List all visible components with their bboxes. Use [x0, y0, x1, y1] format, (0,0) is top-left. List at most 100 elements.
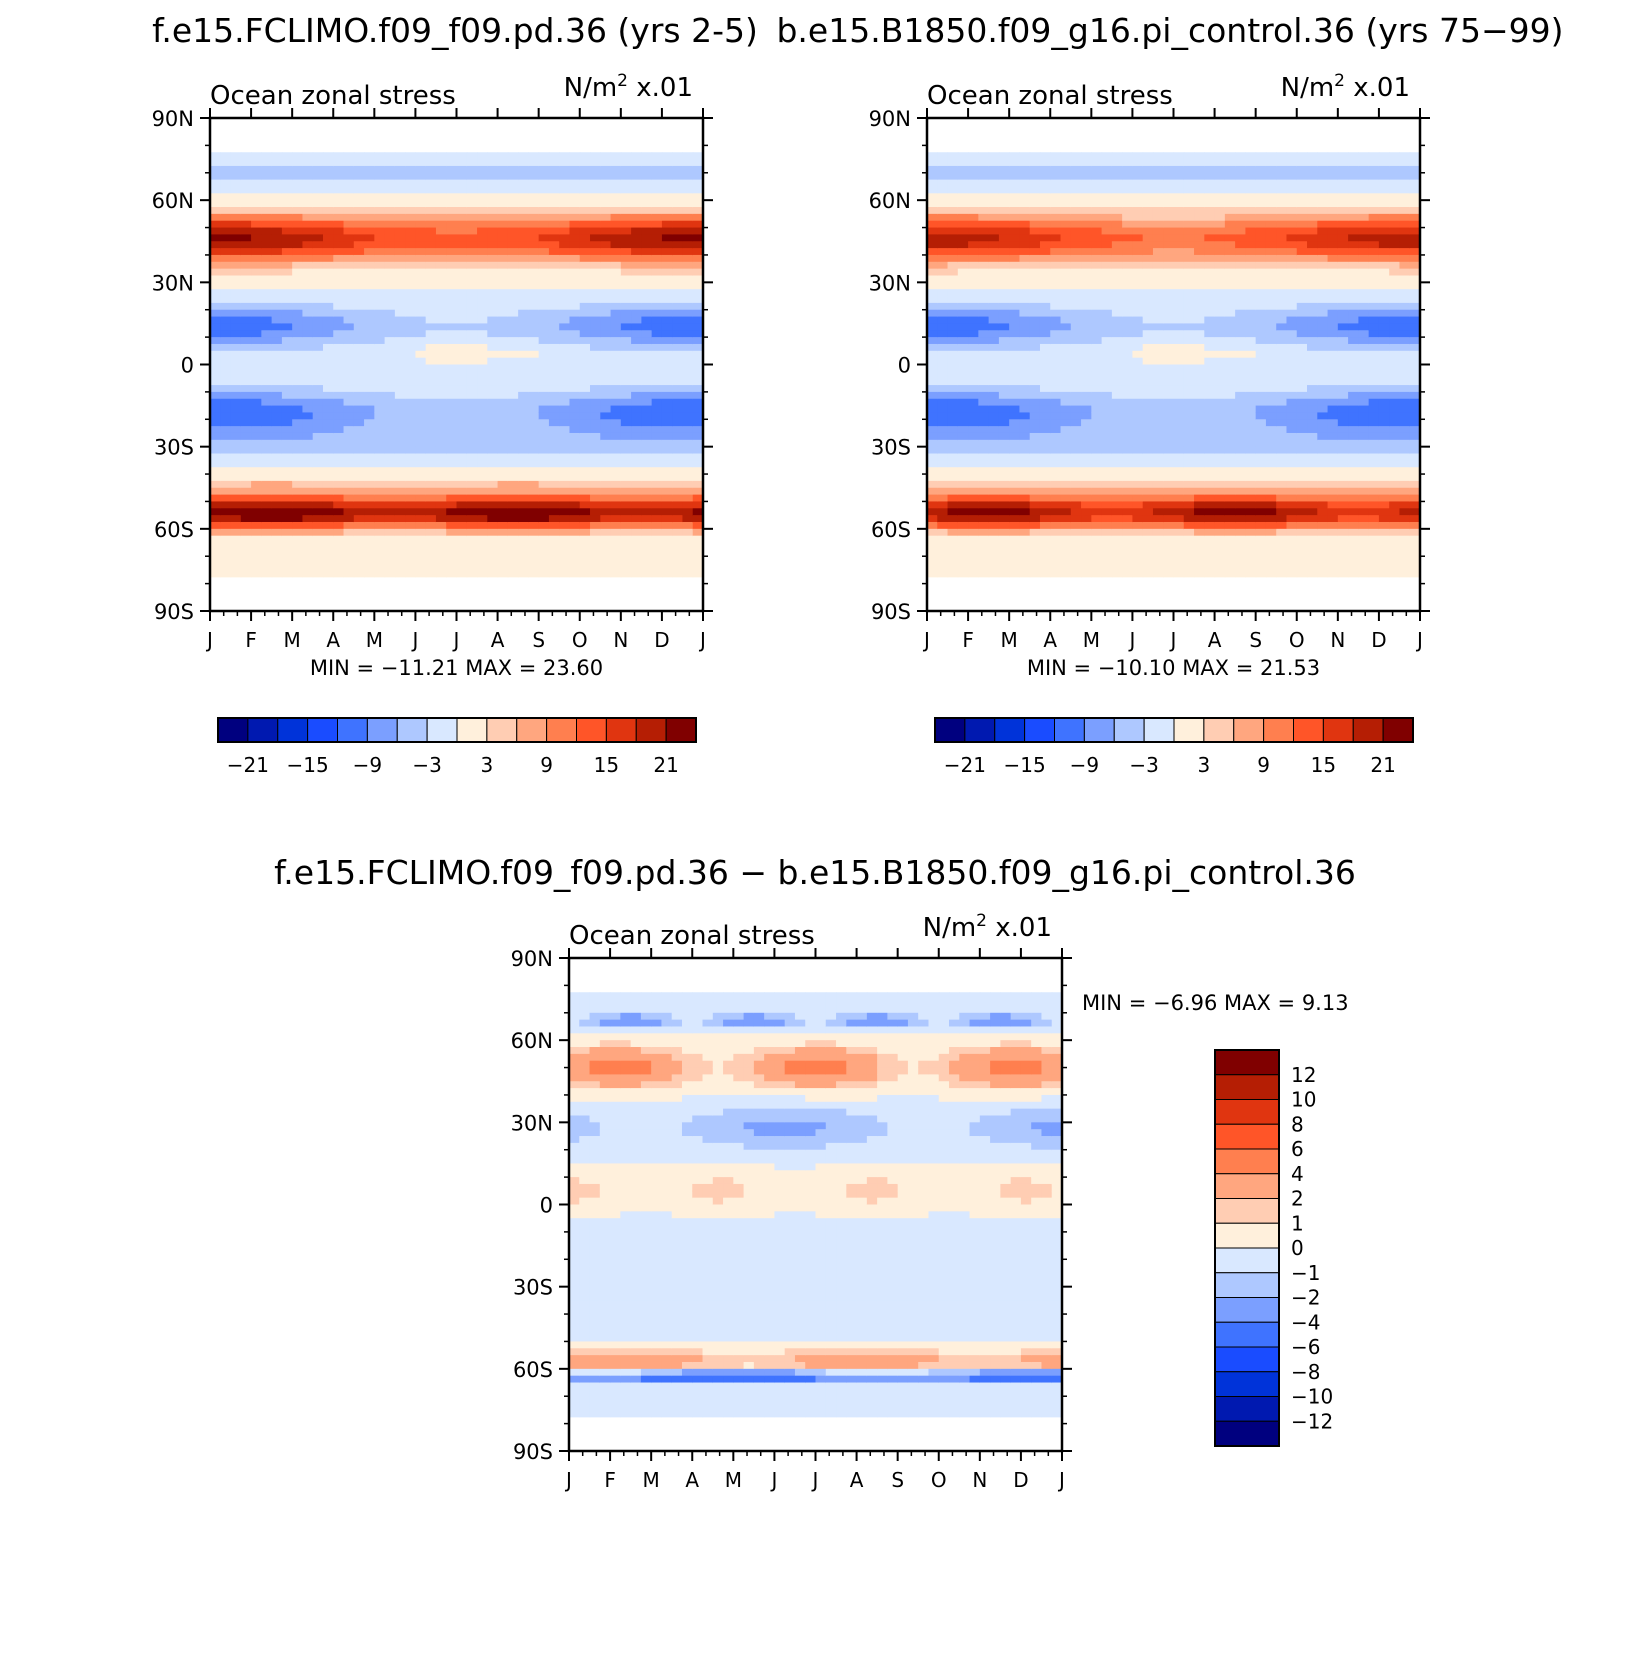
heatmap-cell — [1101, 474, 1113, 482]
heatmap-cell — [456, 302, 468, 311]
heatmap-cell — [620, 371, 632, 379]
heatmap-cell — [998, 563, 1010, 571]
heatmap-cell — [1029, 480, 1041, 489]
heatmap-cell — [435, 501, 447, 509]
heatmap-cell — [1163, 207, 1175, 215]
heatmap-cell — [538, 453, 550, 461]
heatmap-cell — [1039, 165, 1051, 174]
heatmap-cell — [292, 398, 304, 407]
heatmap-cell — [384, 350, 396, 359]
heatmap-cell — [1050, 172, 1062, 181]
heatmap-cell — [487, 282, 499, 290]
heatmap-cell — [548, 569, 560, 578]
heatmap-cell — [446, 186, 458, 194]
heatmap-cell — [590, 480, 601, 489]
heatmap-cell — [1224, 508, 1236, 516]
heatmap-cell — [1194, 316, 1205, 325]
heatmap-cell — [672, 152, 684, 160]
heatmap-cell — [230, 323, 242, 331]
heatmap-cell — [528, 179, 540, 188]
heatmap-cell — [579, 268, 591, 277]
heatmap-cell — [1111, 261, 1123, 270]
heatmap-cell — [590, 275, 601, 283]
heatmap-cell — [456, 179, 468, 188]
heatmap-cell — [1194, 542, 1205, 550]
heatmap-cell — [292, 364, 304, 372]
heatmap-cell — [251, 193, 262, 201]
heatmap-cell — [507, 501, 519, 509]
heatmap-cell — [322, 207, 334, 215]
heatmap-cell — [374, 282, 386, 290]
heatmap-cell — [1214, 330, 1226, 338]
heatmap-cell — [292, 563, 304, 571]
heatmap-cell — [353, 487, 365, 496]
heatmap-cell — [487, 398, 499, 407]
heatmap-cell — [968, 357, 979, 366]
heatmap-cell — [1122, 165, 1134, 174]
heatmap-cell — [1039, 521, 1051, 530]
heatmap-cell — [569, 405, 581, 414]
heatmap-cell — [1214, 289, 1226, 297]
heatmap-cell — [322, 227, 334, 236]
heatmap-cell — [661, 501, 673, 509]
heatmap-cell — [1142, 385, 1154, 393]
heatmap-cell — [477, 330, 488, 338]
heatmap-cell — [998, 227, 1010, 236]
heatmap-cell — [302, 261, 314, 270]
heatmap-cell — [415, 186, 427, 194]
heatmap-cell — [251, 165, 262, 174]
heatmap-cell — [1091, 474, 1103, 482]
heatmap-cell — [261, 268, 273, 277]
heatmap-cell — [1224, 515, 1236, 523]
heatmap-cell — [1111, 296, 1123, 304]
heatmap-cell — [1152, 261, 1164, 270]
heatmap-cell — [364, 467, 375, 475]
heatmap-cell — [456, 220, 468, 229]
heatmap-cell — [631, 563, 642, 571]
heatmap-cell — [1029, 556, 1041, 564]
heatmap-cell — [937, 234, 949, 242]
heatmap-cell — [1070, 330, 1082, 338]
heatmap-cell — [1009, 501, 1021, 509]
heatmap-cell — [435, 385, 447, 393]
heatmap-cell — [487, 261, 499, 270]
heatmap-cell — [998, 254, 1010, 263]
heatmap-cell — [957, 282, 969, 290]
heatmap-cell — [466, 378, 478, 386]
heatmap-cell — [682, 432, 694, 441]
heatmap-cell — [374, 241, 386, 249]
heatmap-cell — [384, 501, 396, 509]
heatmap-cell — [240, 371, 252, 379]
heatmap-cell — [1019, 302, 1031, 311]
heatmap-cell — [927, 241, 938, 249]
heatmap-cell — [353, 323, 365, 331]
heatmap-cell — [1183, 241, 1195, 249]
heatmap-cell — [661, 535, 673, 544]
heatmap-cell — [497, 556, 509, 564]
heatmap-cell — [487, 487, 499, 496]
heatmap-cell — [620, 385, 632, 393]
heatmap-cell — [937, 378, 949, 386]
heatmap-cell — [251, 419, 262, 427]
heatmap-cell — [620, 234, 632, 242]
heatmap-cell — [292, 337, 304, 345]
heatmap-cell — [998, 549, 1010, 557]
heatmap-cell — [1163, 330, 1175, 338]
heatmap-cell — [261, 521, 273, 530]
heatmap-cell — [538, 426, 550, 434]
heatmap-cell — [1070, 391, 1082, 400]
heatmap-cell — [518, 453, 529, 461]
heatmap-cell — [661, 405, 673, 414]
heatmap-cell — [281, 323, 293, 331]
heatmap-cell — [456, 193, 468, 201]
heatmap-cell — [569, 172, 581, 181]
heatmap-cell — [1235, 172, 1246, 181]
heatmap-cell — [927, 316, 938, 325]
heatmap-cell — [456, 569, 468, 578]
heatmap-cell — [384, 289, 396, 297]
heatmap-cell — [425, 487, 437, 496]
heatmap-cell — [620, 556, 632, 564]
heatmap-cell — [1163, 426, 1175, 434]
heatmap-cell — [1152, 378, 1164, 386]
heatmap-cell — [1009, 213, 1021, 222]
